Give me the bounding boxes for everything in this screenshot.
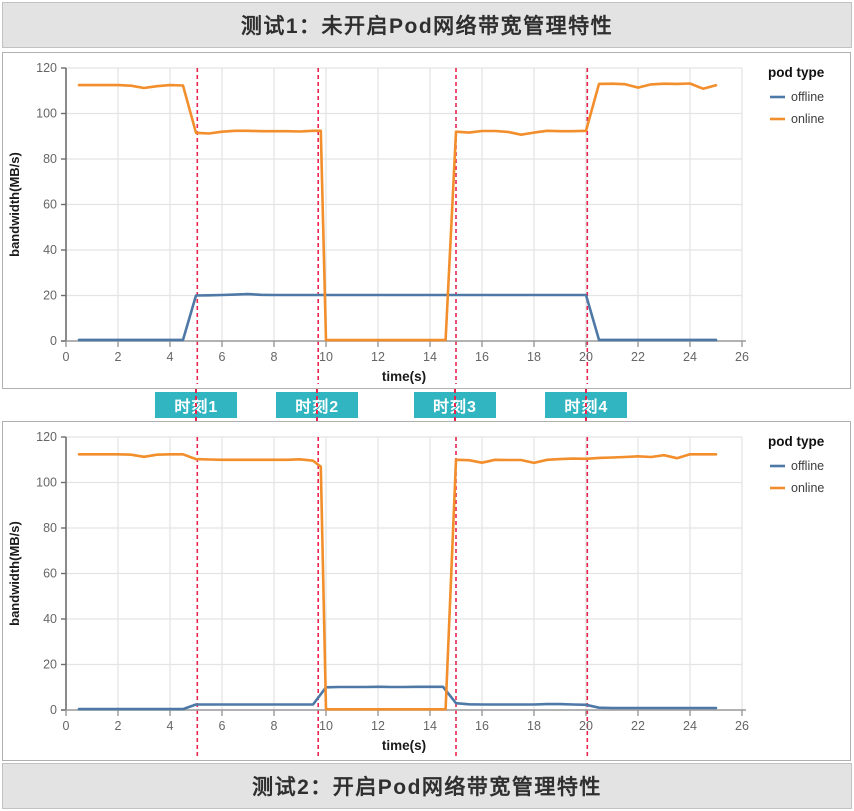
y-tick-label: 100 [36,476,57,490]
y-axis-title: bandwidth(MB/s) [7,152,22,257]
x-tick-label: 8 [271,350,278,364]
series-online-line [77,82,718,342]
x-tick-label: 18 [527,350,541,364]
x-tick-label: 0 [63,350,70,364]
x-tick-label: 4 [167,719,174,733]
x-tick-label: 24 [683,350,697,364]
legend-title: pod type [768,65,825,80]
y-tick-label: 80 [43,521,57,535]
x-tick-label: 16 [475,719,489,733]
x-tick-label: 12 [371,719,385,733]
y-tick-label: 60 [43,567,57,581]
x-tick-label: 10 [319,719,333,733]
x-axis-title: time(s) [382,738,426,753]
test1-title-bar: 测试1：未开启Pod网络带宽管理特性 [2,2,852,48]
y-tick-label: 100 [36,107,57,121]
x-tick-label: 26 [735,350,749,364]
x-tick-label: 0 [63,719,70,733]
series-offline-line [77,292,718,342]
x-tick-label: 4 [167,350,174,364]
x-tick-label: 20 [579,350,593,364]
x-tick-label: 14 [423,350,437,364]
x-tick-label: 14 [423,719,437,733]
y-tick-label: 0 [50,334,57,348]
moment-band: 时刻1时刻2时刻3时刻4 [2,389,851,421]
legend-label-online: online [791,112,824,126]
y-tick-label: 40 [43,612,57,626]
y-axis-title: bandwidth(MB/s) [7,521,22,626]
x-axis-title: time(s) [382,369,426,384]
y-tick-label: 20 [43,289,57,303]
test2-title: 测试2：开启Pod网络带宽管理特性 [252,776,602,799]
x-tick-label: 24 [683,719,697,733]
y-tick-label: 20 [43,658,57,672]
test1-title: 测试1：未开启Pod网络带宽管理特性 [240,15,614,38]
x-tick-label: 12 [371,350,385,364]
x-tick-label: 8 [271,719,278,733]
series-online-line [77,452,718,711]
x-tick-label: 10 [319,350,333,364]
dashed-vline [316,389,319,421]
x-tick-label: 2 [115,719,122,733]
dashed-vline [454,389,456,421]
series-offline-line [77,685,718,711]
x-tick-label: 22 [631,719,645,733]
dashed-vline [195,389,198,421]
legend-title: pod type [768,434,825,449]
test2-title-bar: 测试2：开启Pod网络带宽管理特性 [2,763,852,809]
legend-label-offline: offline [791,90,824,104]
x-tick-label: 26 [735,719,749,733]
chart-panel-test2: 0 20 40 60 80 100 120 0 2 4 6 8 10 12 14 16 18 20 22 24 26 ti… [2,421,851,761]
y-tick-label: 60 [43,198,57,212]
legend-label-online: online [791,481,824,495]
y-tick-label: 0 [50,703,57,717]
x-tick-label: 22 [631,350,645,364]
x-tick-label: 18 [527,719,541,733]
dashed-vline [585,389,588,421]
y-tick-label: 80 [43,152,57,166]
legend-label-offline: offline [791,459,824,473]
chart-panel-test1: 0 20 40 60 80 100 120 0 2 4 6 8 10 12 14 16 18 20 22 24 26 ti… [2,52,851,389]
x-tick-label: 6 [219,719,226,733]
x-tick-label: 2 [115,350,122,364]
x-tick-label: 16 [475,350,489,364]
y-tick-label: 120 [36,61,57,75]
x-tick-label: 20 [579,719,593,733]
y-tick-label: 40 [43,243,57,257]
x-tick-label: 6 [219,350,226,364]
y-tick-label: 120 [36,430,57,444]
